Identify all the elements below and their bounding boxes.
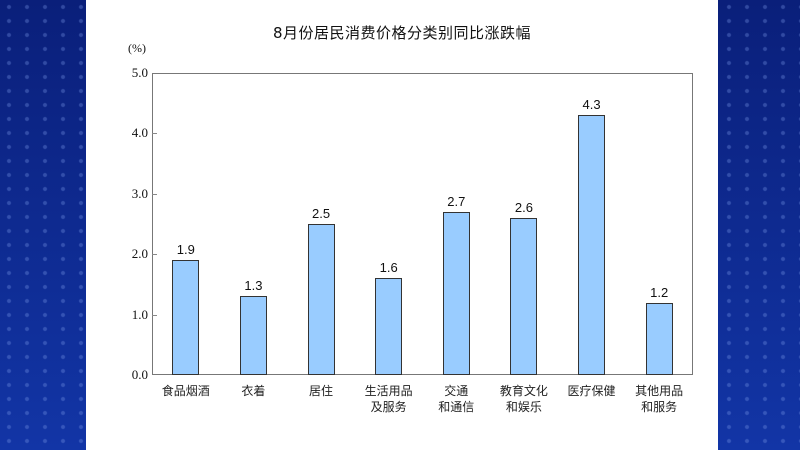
x-category-label: 交通 和通信 [438, 384, 475, 414]
y-tick-mark [152, 254, 157, 255]
y-tick-label: 5.0 [131, 65, 148, 80]
bar-value-label: 4.3 [582, 97, 601, 113]
x-category-label: 其他用品 和服务 [635, 384, 684, 414]
x-category-label: 教育文化 和娱乐 [499, 384, 548, 414]
chart-panel: 8月份居民消费价格分类别同比涨跌幅 (%) 0.0 1.0 2.0 3.0 4.0 5.0… [86, 0, 718, 450]
bar-value-label: 2.7 [447, 193, 466, 209]
y-tick-mark [152, 315, 157, 316]
bar-value-label: 1.2 [650, 284, 669, 300]
x-category-label: 居住 [309, 384, 334, 398]
bar-value-label: 1.9 [176, 242, 195, 258]
chart-title: 8月份居民消费价格分类别同比涨跌幅 [272, 24, 532, 42]
x-category-label: 医疗保健 [567, 384, 616, 398]
bar [239, 296, 267, 375]
y-tick-label: 1.0 [131, 306, 148, 322]
y-tick-mark [152, 194, 157, 195]
bar [172, 260, 200, 375]
bar [510, 217, 538, 375]
y-tick-label: 0.0 [131, 367, 148, 382]
bar-value-label: 1.6 [379, 260, 398, 276]
bar [578, 115, 606, 375]
y-axis-unit-label: (%) [128, 41, 146, 55]
x-category-label: 食品烟酒 [161, 384, 210, 398]
bar-value-label: 1.3 [244, 278, 263, 294]
bar [442, 211, 470, 375]
plot-area [152, 73, 693, 375]
x-category-label: 生活用品 及服务 [364, 384, 413, 414]
y-tick-label: 4.0 [131, 125, 148, 141]
bar-value-label: 2.6 [514, 199, 533, 215]
y-tick-label: 3.0 [131, 185, 148, 201]
x-category-label: 衣着 [241, 384, 266, 398]
y-tick-mark [152, 133, 157, 134]
bar [645, 302, 673, 375]
bar [307, 224, 335, 375]
bar-value-label: 2.5 [312, 206, 331, 221]
y-tick-label: 2.0 [131, 246, 148, 262]
bar [375, 278, 403, 375]
